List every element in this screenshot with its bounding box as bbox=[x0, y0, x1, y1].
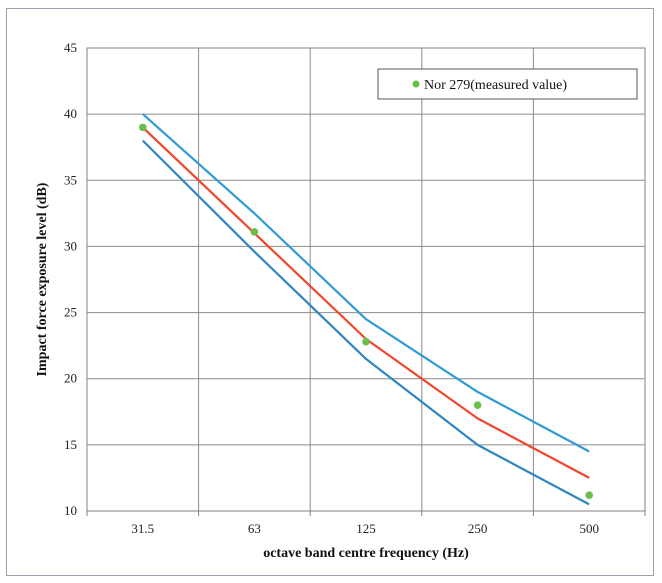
plot-area-border bbox=[86, 47, 646, 512]
measured-point-31.5 bbox=[139, 123, 147, 132]
legend-label: Nor 279(measured value) bbox=[424, 78, 567, 93]
y-tick-label: 30 bbox=[64, 238, 77, 253]
x-tick-label: 250 bbox=[468, 521, 488, 536]
x-tick-label: 31.5 bbox=[131, 521, 154, 536]
legend: Nor 279(measured value) bbox=[377, 68, 638, 100]
y-tick-label: 40 bbox=[64, 106, 77, 121]
x-tick-label: 63 bbox=[248, 521, 261, 536]
x-tick-label: 500 bbox=[579, 521, 599, 536]
y-tick-label: 20 bbox=[64, 371, 77, 386]
legend-marker bbox=[412, 80, 420, 88]
y-tick-labels: 10 15 20 25 30 35 40 45 bbox=[64, 40, 77, 518]
y-tick-label: 25 bbox=[64, 305, 77, 320]
series-lines bbox=[142, 113, 590, 506]
y-tick-label: 45 bbox=[64, 40, 77, 55]
grid bbox=[86, 47, 646, 516]
x-tick-labels: 31.5 63 125 250 500 bbox=[131, 521, 599, 536]
series-line-lower-bound bbox=[142, 139, 590, 506]
y-axis-label: Impact force exposure level (dB) bbox=[35, 182, 50, 376]
x-tick-label: 125 bbox=[356, 521, 376, 536]
measured-point-250 bbox=[473, 401, 482, 409]
measured-point-500 bbox=[585, 491, 593, 499]
legend-box bbox=[377, 68, 638, 100]
series-line-upper-bound bbox=[142, 113, 590, 453]
measured-points bbox=[139, 123, 593, 499]
x-axis-label: octave band centre frequency (Hz) bbox=[263, 546, 469, 561]
y-tick-label: 35 bbox=[64, 172, 77, 187]
y-tick-label: 10 bbox=[64, 503, 77, 518]
y-tick-label: 15 bbox=[64, 437, 77, 452]
measured-point-63 bbox=[250, 228, 259, 236]
measured-point-125 bbox=[362, 337, 370, 346]
